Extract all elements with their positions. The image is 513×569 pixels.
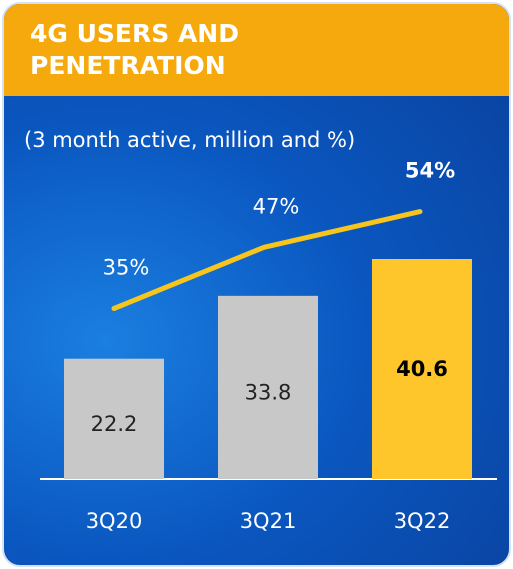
line-value-label: 47% [253,194,300,218]
x-tick-label: 3Q21 [240,509,297,533]
x-tick-label: 3Q20 [86,509,143,533]
line-value-label: 54% [405,159,455,183]
x-tick-label: 3Q22 [394,509,451,533]
bar-value-label: 40.6 [396,357,448,381]
bar-value-label: 22.2 [91,412,138,436]
bar [372,259,472,479]
bar [218,295,318,479]
line-value-label: 35% [103,256,150,280]
header: 4G USERS AND PENETRATION [4,4,509,96]
bar [64,358,164,479]
chart-title: 4G USERS AND PENETRATION [30,19,239,80]
line [111,209,423,311]
bar-value-label: 33.8 [245,380,292,404]
subtitle: (3 month active, million and %) [24,128,355,152]
